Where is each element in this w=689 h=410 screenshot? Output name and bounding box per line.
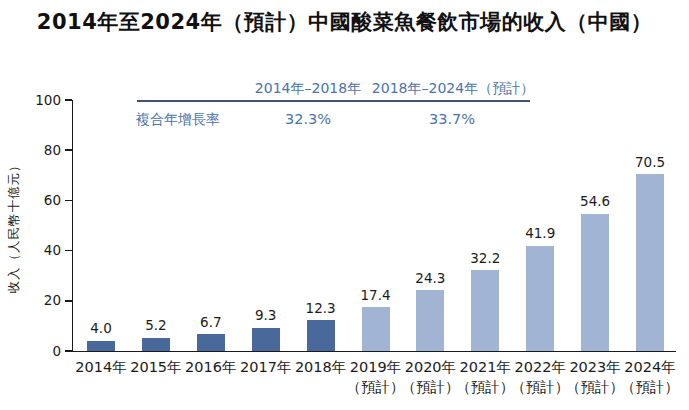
bar-2023年: [581, 214, 609, 351]
bar-value-label: 5.2: [145, 319, 166, 333]
x-axis-year: 2021年: [456, 358, 514, 378]
bar-2019年: [362, 307, 390, 351]
x-axis-year: 2014年: [75, 358, 126, 378]
cagr-period-actual: 2014年–2018年: [255, 80, 361, 98]
bar-value-label: 24.3: [415, 272, 445, 286]
x-axis-forecast-note: （預計）: [566, 378, 624, 398]
bar-2021年: [471, 270, 499, 351]
bar-2022年: [526, 246, 554, 351]
x-axis-tick-label: 2018年: [295, 358, 346, 378]
bar-2016年: [197, 334, 225, 351]
x-axis-year: 2020年: [401, 358, 459, 378]
bar-value-label: 4.0: [90, 322, 111, 336]
y-axis-label: 收入（人民幣十億元）: [6, 159, 23, 294]
x-axis-tick-label: 2020年（預計）: [401, 358, 459, 397]
x-axis-forecast-note: （預計）: [347, 378, 405, 398]
bar-value-label: 6.7: [200, 316, 221, 330]
x-axis-tick-label: 2023年（預計）: [566, 358, 624, 397]
y-axis-tick-label: 0: [25, 345, 61, 359]
y-axis-tick-label: 60: [25, 194, 61, 208]
bar-2020年: [416, 290, 444, 351]
bar-value-label: 41.9: [525, 227, 555, 241]
x-axis-year: 2017年: [240, 358, 291, 378]
x-axis-forecast-note: （預計）: [511, 378, 569, 398]
x-axis-year: 2023年: [566, 358, 624, 378]
x-axis-year: 2018年: [295, 358, 346, 378]
bar-value-label: 32.2: [470, 252, 500, 266]
x-axis-tick-label: 2019年（預計）: [347, 358, 405, 397]
y-axis-tick: [65, 99, 72, 101]
chart-figure: 2014年至2024年（預計）中國酸菜魚餐飲市場的收入（中國） 2014年–20…: [0, 0, 689, 410]
x-axis-forecast-note: （預計）: [456, 378, 514, 398]
chart-title: 2014年至2024年（預計）中國酸菜魚餐飲市場的收入（中國）: [0, 8, 689, 36]
x-axis-year: 2015年: [130, 358, 181, 378]
bar-2024年: [636, 174, 664, 351]
y-axis-tick: [65, 250, 72, 252]
x-axis-tick-label: 2021年（預計）: [456, 358, 514, 397]
x-axis-tick-label: 2014年: [75, 358, 126, 378]
y-axis-tick: [65, 200, 72, 202]
y-axis-tick-label: 40: [25, 244, 61, 258]
bar-value-label: 12.3: [306, 302, 336, 316]
x-axis-year: 2016年: [185, 358, 236, 378]
x-axis-tick-label: 2015年: [130, 358, 181, 378]
x-axis-year: 2019年: [347, 358, 405, 378]
y-axis-tick-label: 20: [25, 294, 61, 308]
bar-value-label: 70.5: [635, 156, 665, 170]
bar-value-label: 54.6: [580, 195, 610, 209]
x-axis-tick-label: 2022年（預計）: [511, 358, 569, 397]
y-axis-tick: [65, 350, 72, 352]
bar-value-label: 9.3: [255, 309, 276, 323]
plot-area: 0204060801004.02014年5.22015年6.72016年9.32…: [72, 100, 676, 352]
bar-value-label: 17.4: [360, 289, 390, 303]
x-axis-tick-label: 2016年: [185, 358, 236, 378]
x-axis-tick-label: 2024年（預計）: [621, 358, 679, 397]
bar-2017年: [252, 328, 280, 351]
bar-2018年: [307, 320, 335, 351]
y-axis-tick-label: 80: [25, 144, 61, 158]
bar-2014年: [87, 341, 115, 351]
cagr-period-forecast: 2018年–2024年（預計）: [372, 80, 534, 98]
bar-2015年: [142, 338, 170, 351]
y-axis-tick: [65, 149, 72, 151]
x-axis-forecast-note: （預計）: [401, 378, 459, 398]
x-axis-tick-label: 2017年: [240, 358, 291, 378]
x-axis-forecast-note: （預計）: [621, 378, 679, 398]
x-axis-year: 2022年: [511, 358, 569, 378]
y-axis-tick: [65, 300, 72, 302]
x-axis-year: 2024年: [621, 358, 679, 378]
y-axis-tick-label: 100: [25, 94, 61, 108]
